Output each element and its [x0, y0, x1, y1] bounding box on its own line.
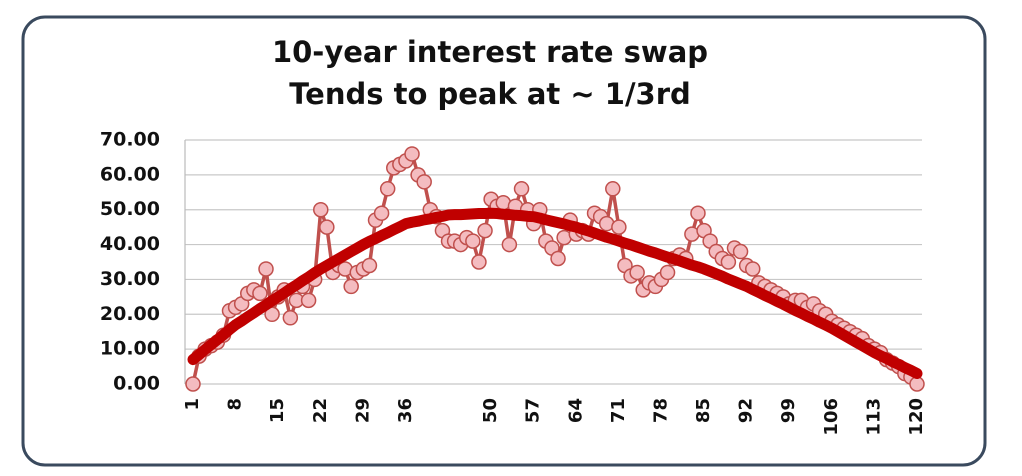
data-point — [501, 236, 518, 253]
x-tick-label: 8 — [225, 398, 246, 411]
data-point — [720, 254, 737, 270]
y-tick-label: 20.00 — [100, 303, 160, 325]
x-tick-label: 78 — [650, 398, 671, 423]
y-tick-label: 50.00 — [100, 198, 160, 220]
y-tick-label: 60.00 — [100, 163, 160, 185]
data-point — [185, 376, 201, 392]
data-point — [629, 264, 645, 281]
data-point — [659, 264, 676, 281]
data-point — [605, 181, 621, 197]
data-point — [361, 257, 378, 274]
x-tick-label: 120 — [906, 398, 927, 436]
x-tick-label: 113 — [863, 398, 884, 436]
data-point — [744, 261, 761, 277]
x-tick-label: 22 — [310, 398, 331, 423]
data-point — [343, 278, 359, 295]
y-tick-label: 70.00 — [100, 129, 160, 151]
y-tick-label: 30.00 — [100, 268, 160, 290]
data-point — [313, 201, 329, 218]
y-tick-label: 10.00 — [100, 338, 160, 360]
x-tick-label: 15 — [267, 398, 288, 423]
x-tick-label: 29 — [352, 398, 373, 423]
data-point — [732, 243, 749, 260]
x-tick-label: 71 — [608, 398, 629, 423]
data-point — [690, 205, 706, 221]
data-point — [404, 146, 420, 162]
x-tick-label: 57 — [523, 398, 544, 423]
x-tick-label: 99 — [778, 398, 799, 423]
x-tick-label: 85 — [693, 398, 714, 423]
x-tick-label: 106 — [821, 398, 842, 436]
data-point — [282, 310, 299, 326]
y-tick-label: 0.00 — [113, 373, 160, 395]
data-point — [319, 219, 335, 235]
x-tick-label: 1 — [182, 398, 203, 411]
y-tick-label: 40.00 — [100, 233, 160, 255]
x-tick-label: 64 — [565, 398, 586, 423]
data-point — [909, 376, 925, 392]
data-point — [550, 250, 566, 267]
data-point — [471, 254, 487, 270]
data-point — [611, 219, 627, 235]
chart-title: 10-year interest rate swap — [272, 35, 708, 69]
data-point — [477, 222, 493, 239]
x-tick-label: 92 — [736, 398, 757, 423]
data-point — [416, 174, 432, 190]
series-line — [187, 207, 923, 380]
data-point — [373, 205, 390, 221]
x-tick-label: 36 — [395, 398, 416, 423]
data-point — [252, 285, 268, 302]
chart-subtitle: Tends to peak at ~ 1/3rd — [289, 77, 691, 111]
data-point — [513, 181, 530, 197]
data-point — [258, 261, 274, 277]
data-point — [379, 181, 396, 197]
data-point — [465, 233, 481, 249]
x-tick-label: 50 — [480, 398, 501, 423]
data-point — [300, 292, 317, 309]
